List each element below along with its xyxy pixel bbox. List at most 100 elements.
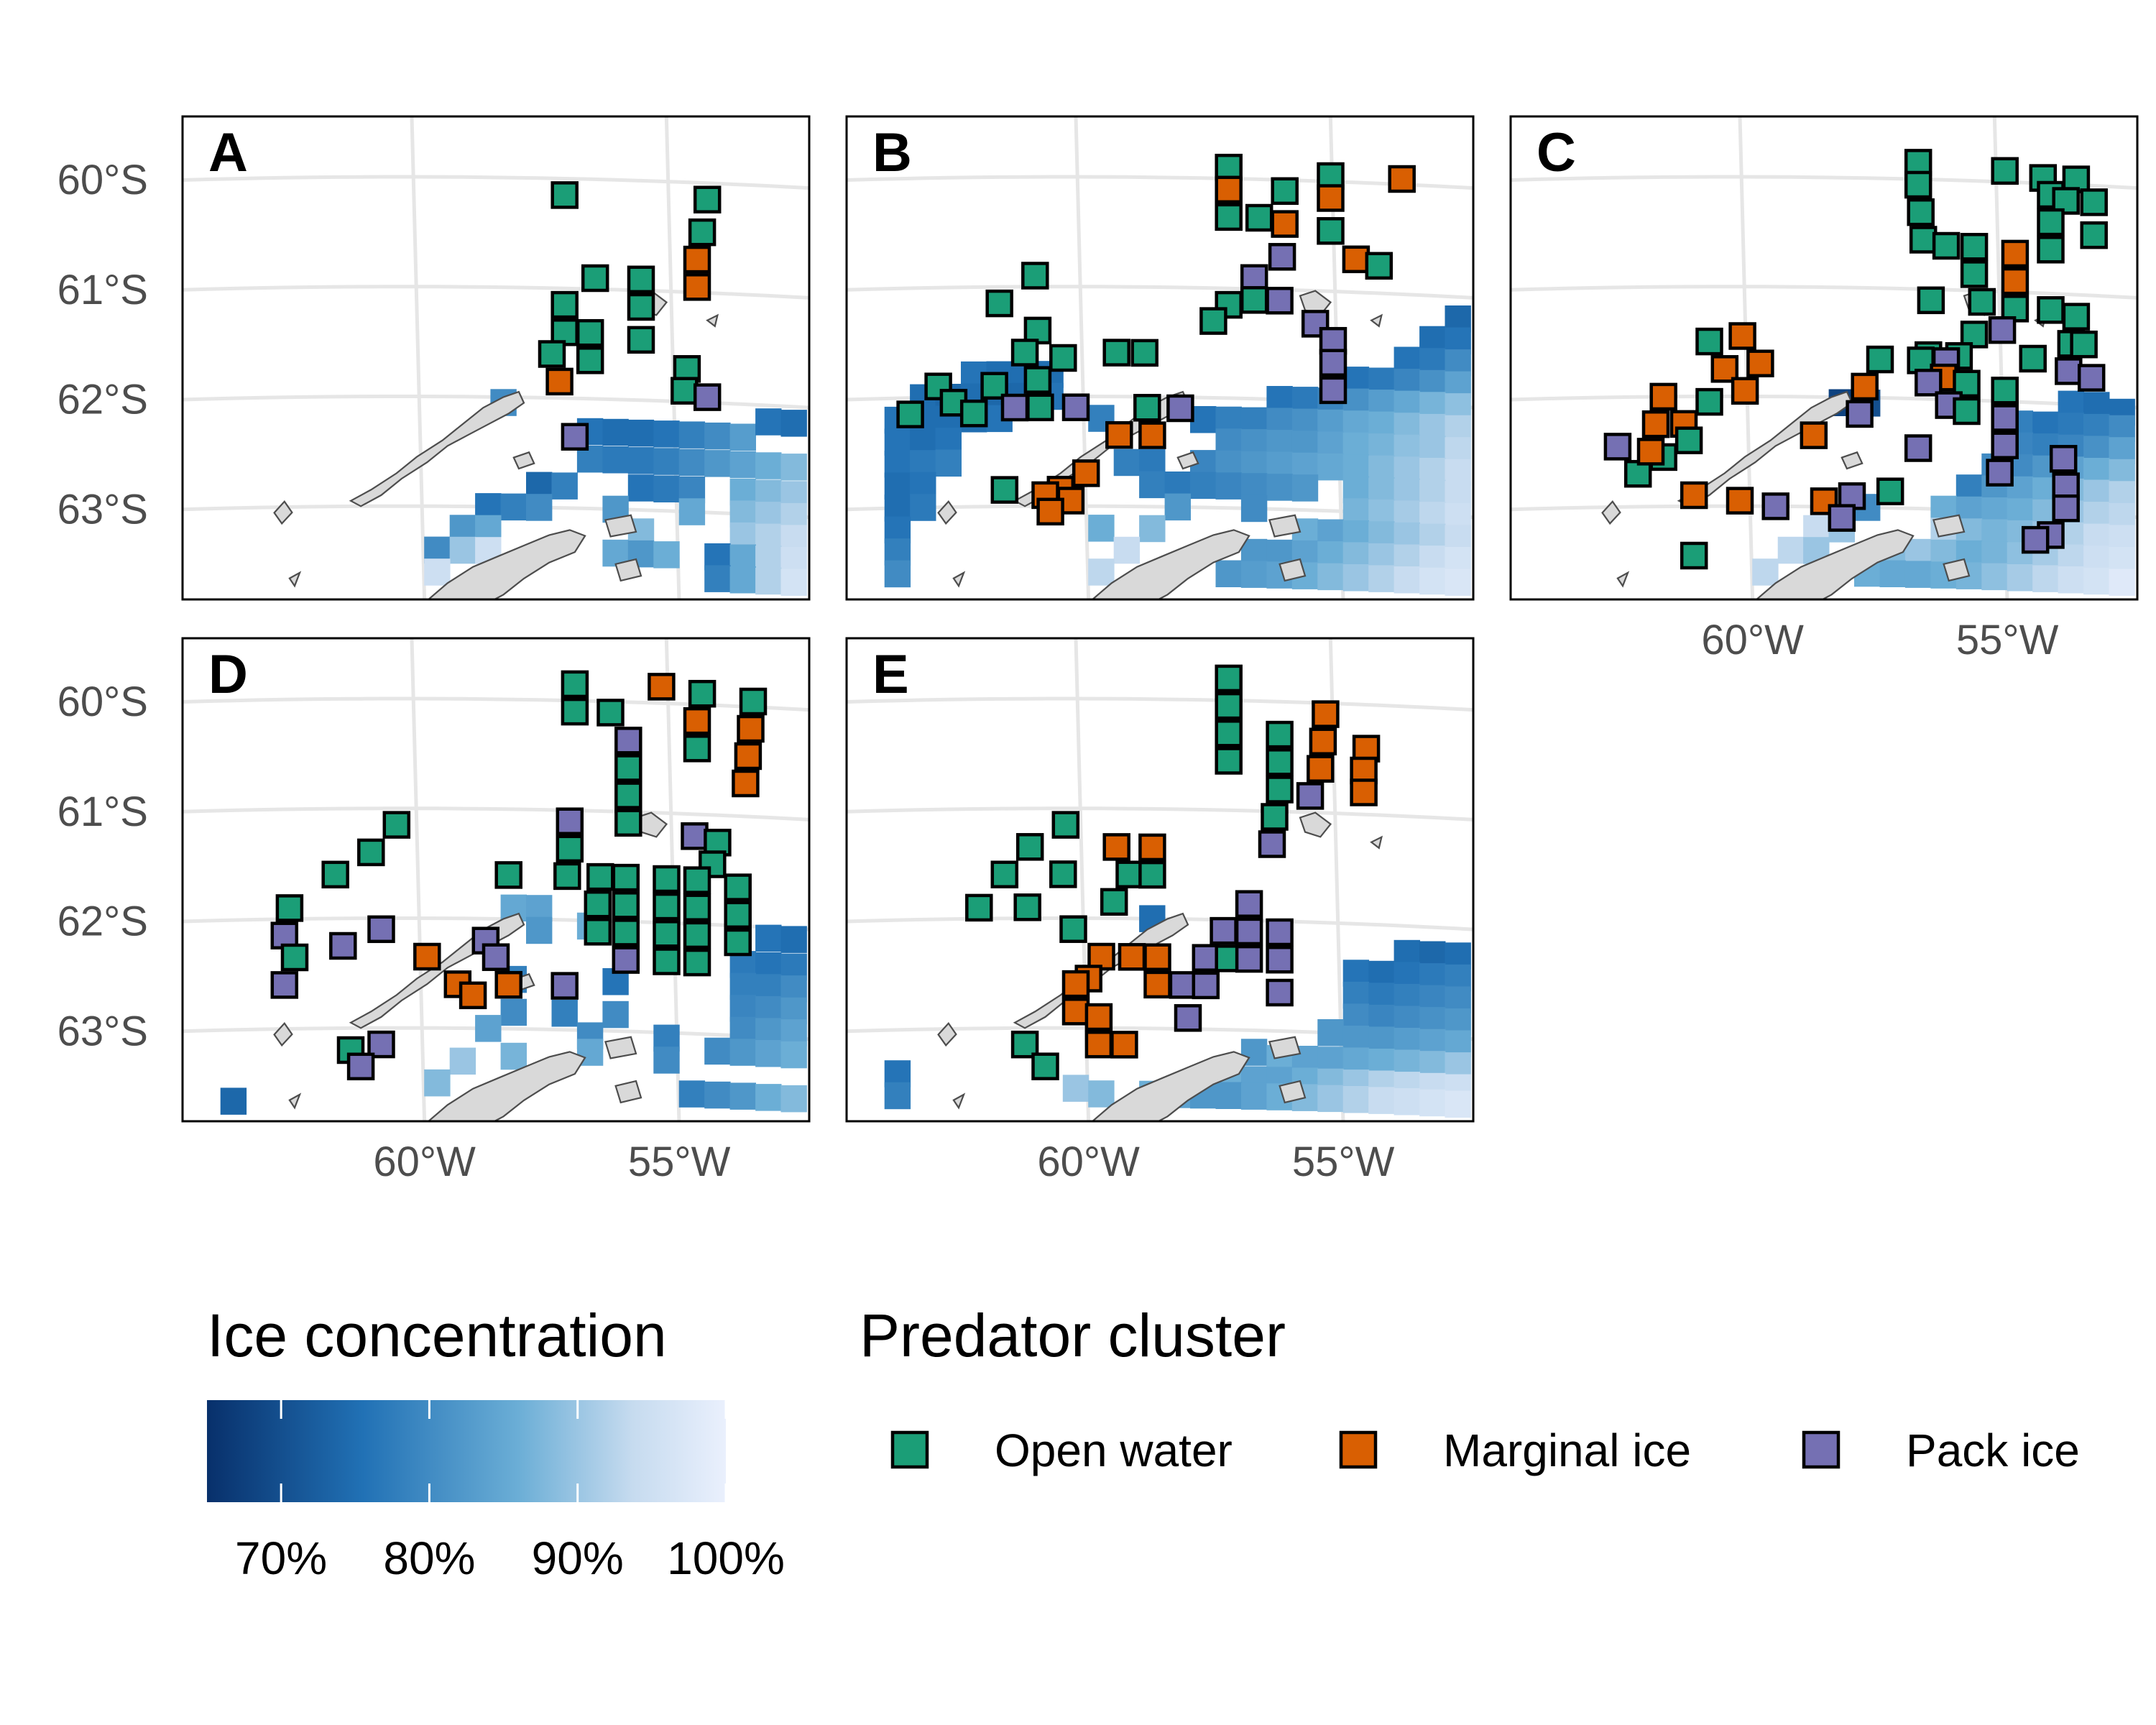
panel-border: [1509, 115, 2139, 601]
lat-tick-label: 62°S: [57, 898, 148, 945]
colorbar-ticks: 70% 80% 90% 100%: [235, 1400, 785, 1584]
ice-cell: [627, 474, 655, 502]
land: [288, 571, 302, 588]
cluster-marker: [581, 264, 609, 293]
cluster-marker: [1953, 369, 1981, 398]
ice-cell: [551, 1000, 578, 1027]
lon-tick-label: 55°W: [1292, 1138, 1395, 1185]
ice-cell: [1904, 561, 1932, 588]
cluster-marker: [1731, 377, 1759, 405]
ice-cell: [1342, 564, 1370, 592]
cluster-marker: [980, 372, 1008, 400]
ice-cell: [884, 560, 911, 588]
cluster-marker: [683, 245, 711, 274]
ice-cell: [935, 449, 962, 477]
cluster-marker: [1026, 393, 1054, 422]
cluster-marker: [1061, 393, 1090, 421]
ice-cell: [1752, 558, 1779, 586]
cluster-marker: [1100, 888, 1128, 916]
cluster-marker: [1266, 776, 1294, 804]
cluster-marker: [1210, 916, 1238, 945]
cluster-marker: [1917, 286, 1945, 315]
cluster-marker: [724, 873, 752, 901]
cluster-marker: [671, 377, 699, 405]
land: [1616, 571, 1630, 588]
cluster-marker: [1084, 1030, 1113, 1059]
cluster-marker: [1991, 404, 2019, 432]
cluster-marker: [1235, 890, 1263, 918]
cluster-marker: [1268, 243, 1296, 271]
ice-cell: [780, 1085, 807, 1113]
cluster-marker: [1904, 149, 1932, 177]
cluster-marker: [576, 318, 604, 347]
cluster-marker: [688, 679, 717, 708]
ice-cell: [1445, 569, 1471, 596]
cluster-marker: [1143, 970, 1171, 999]
cluster-marker: [653, 892, 681, 921]
ice-cell: [1368, 1087, 1395, 1114]
cluster-marker: [494, 970, 522, 999]
cluster-marker: [1000, 393, 1029, 422]
panel-border: [845, 115, 1475, 601]
land: [1370, 835, 1383, 850]
ice-cell: [1419, 567, 1446, 595]
land: [1091, 1051, 1250, 1121]
cluster-marker: [1317, 217, 1345, 245]
lat-tick-label: 61°S: [57, 267, 148, 313]
cluster-marker: [1245, 203, 1273, 232]
land: [937, 500, 957, 525]
cluster-marker: [1072, 459, 1100, 487]
cluster-marker: [614, 809, 642, 837]
ice-cell: [1113, 536, 1141, 564]
cluster-marker: [413, 942, 441, 971]
cluster-marker: [1828, 504, 1856, 532]
lon-tick-label: 60°W: [1701, 617, 1804, 663]
graticule-lat: [183, 175, 809, 190]
land: [1932, 514, 1966, 538]
panel-border: [181, 115, 811, 601]
ice-cell: [500, 493, 527, 521]
cluster-marker: [1051, 811, 1080, 839]
cluster-marker: [724, 928, 752, 957]
cluster-marker: [1680, 541, 1708, 570]
cluster-marker: [1235, 944, 1263, 973]
cluster-marker: [1215, 203, 1243, 231]
cluster-marker: [1907, 198, 1935, 226]
ice-cell: [678, 448, 706, 477]
cluster-marker: [538, 340, 566, 368]
cluster-marker: [329, 932, 357, 960]
cluster-marker: [1342, 245, 1370, 274]
ice-cell: [1139, 471, 1166, 499]
cluster-marker: [275, 894, 304, 922]
cluster-marker: [1115, 860, 1143, 888]
ice-colorbar: [207, 1400, 726, 1502]
ice-cell: [1190, 472, 1217, 500]
land: [1601, 500, 1621, 525]
cluster-marker: [596, 699, 625, 727]
cluster-marker: [367, 915, 395, 944]
land: [1091, 529, 1250, 599]
cluster-marker: [1143, 943, 1171, 971]
cluster-marker: [1991, 377, 2019, 405]
ice-cell: [755, 1040, 782, 1067]
cluster-marker: [2080, 221, 2108, 249]
graticule-lat: [847, 696, 1473, 712]
cluster-marker: [732, 769, 760, 798]
ice-cell: [1445, 1090, 1471, 1118]
ice-cell: [602, 1000, 629, 1029]
panel-label: D: [208, 644, 248, 705]
cluster-marker: [1036, 497, 1064, 526]
cluster-marker: [614, 754, 642, 782]
ice-cell: [1981, 563, 2008, 591]
panel-border: [181, 637, 811, 1123]
land: [614, 558, 642, 582]
ice-cell: [755, 452, 782, 479]
panel-label: B: [872, 122, 912, 183]
cluster-marker: [1953, 397, 1981, 426]
graticule-lat: [1511, 285, 2137, 300]
cluster-marker: [561, 697, 589, 726]
ice-cell: [475, 1015, 502, 1042]
cluster-marker: [1235, 917, 1263, 946]
cluster-marker: [1904, 170, 1932, 199]
ice-cell: [1879, 560, 1906, 587]
